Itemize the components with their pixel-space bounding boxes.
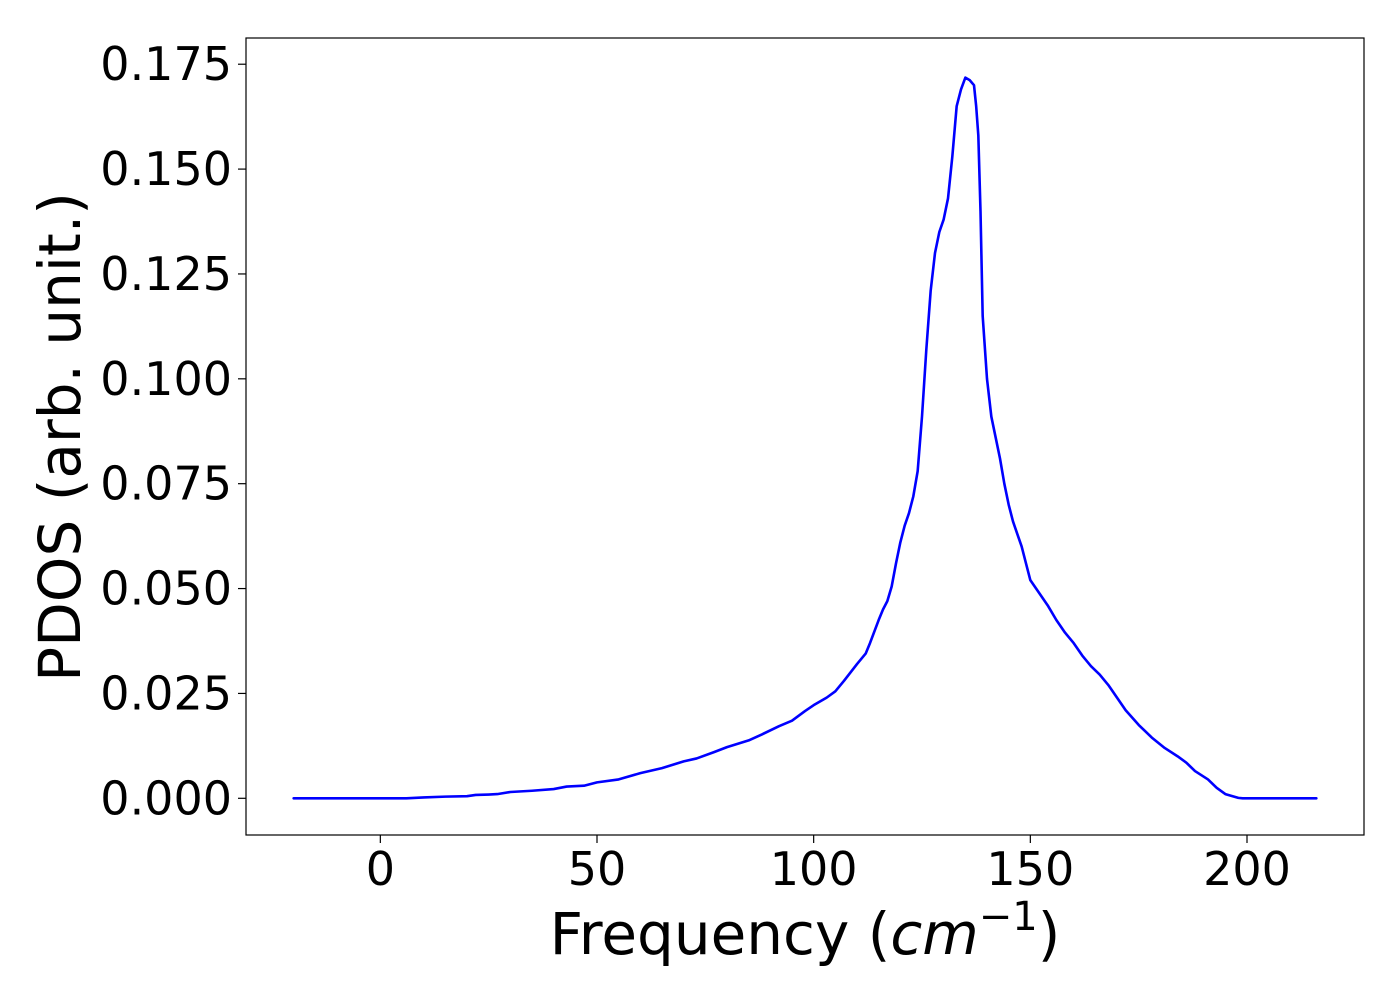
series-layer (292, 76, 1318, 800)
y-tick-label: 0.150 (100, 142, 232, 196)
x-axis-label-close: ) (1038, 900, 1061, 968)
y-tick-label: 0.175 (100, 37, 232, 91)
y-tick-label: 0.125 (100, 247, 232, 301)
x-tick-label: 100 (770, 842, 858, 896)
x-tick-label: 50 (568, 842, 627, 896)
plot-frame (245, 37, 1365, 836)
ticks-layer: 0 50 100 150 200 0.000 0.025 0.050 0.075 0.100 0.1… (100, 37, 1291, 896)
y-tick-label: 0.025 (100, 666, 232, 720)
x-tick-label: 200 (1203, 842, 1291, 896)
y-tick-label: 0.000 (100, 771, 232, 825)
y-tick-label: 0.075 (100, 457, 232, 511)
x-axis-label-text: Frequency ( (550, 900, 891, 968)
y-tick-label: 0.050 (100, 562, 232, 616)
x-axis-label-exponent: −1 (979, 894, 1038, 940)
y-axis-label: PDOS (arb. unit.) (26, 192, 94, 682)
x-tick-label: 150 (986, 842, 1074, 896)
pdos-series-line (292, 76, 1318, 800)
x-axis-label-unit: cm (890, 900, 978, 968)
y-tick-label: 0.100 (100, 352, 232, 406)
x-axis-label: Frequency (cm−1) (550, 894, 1061, 968)
x-tick-label: 0 (366, 842, 395, 896)
